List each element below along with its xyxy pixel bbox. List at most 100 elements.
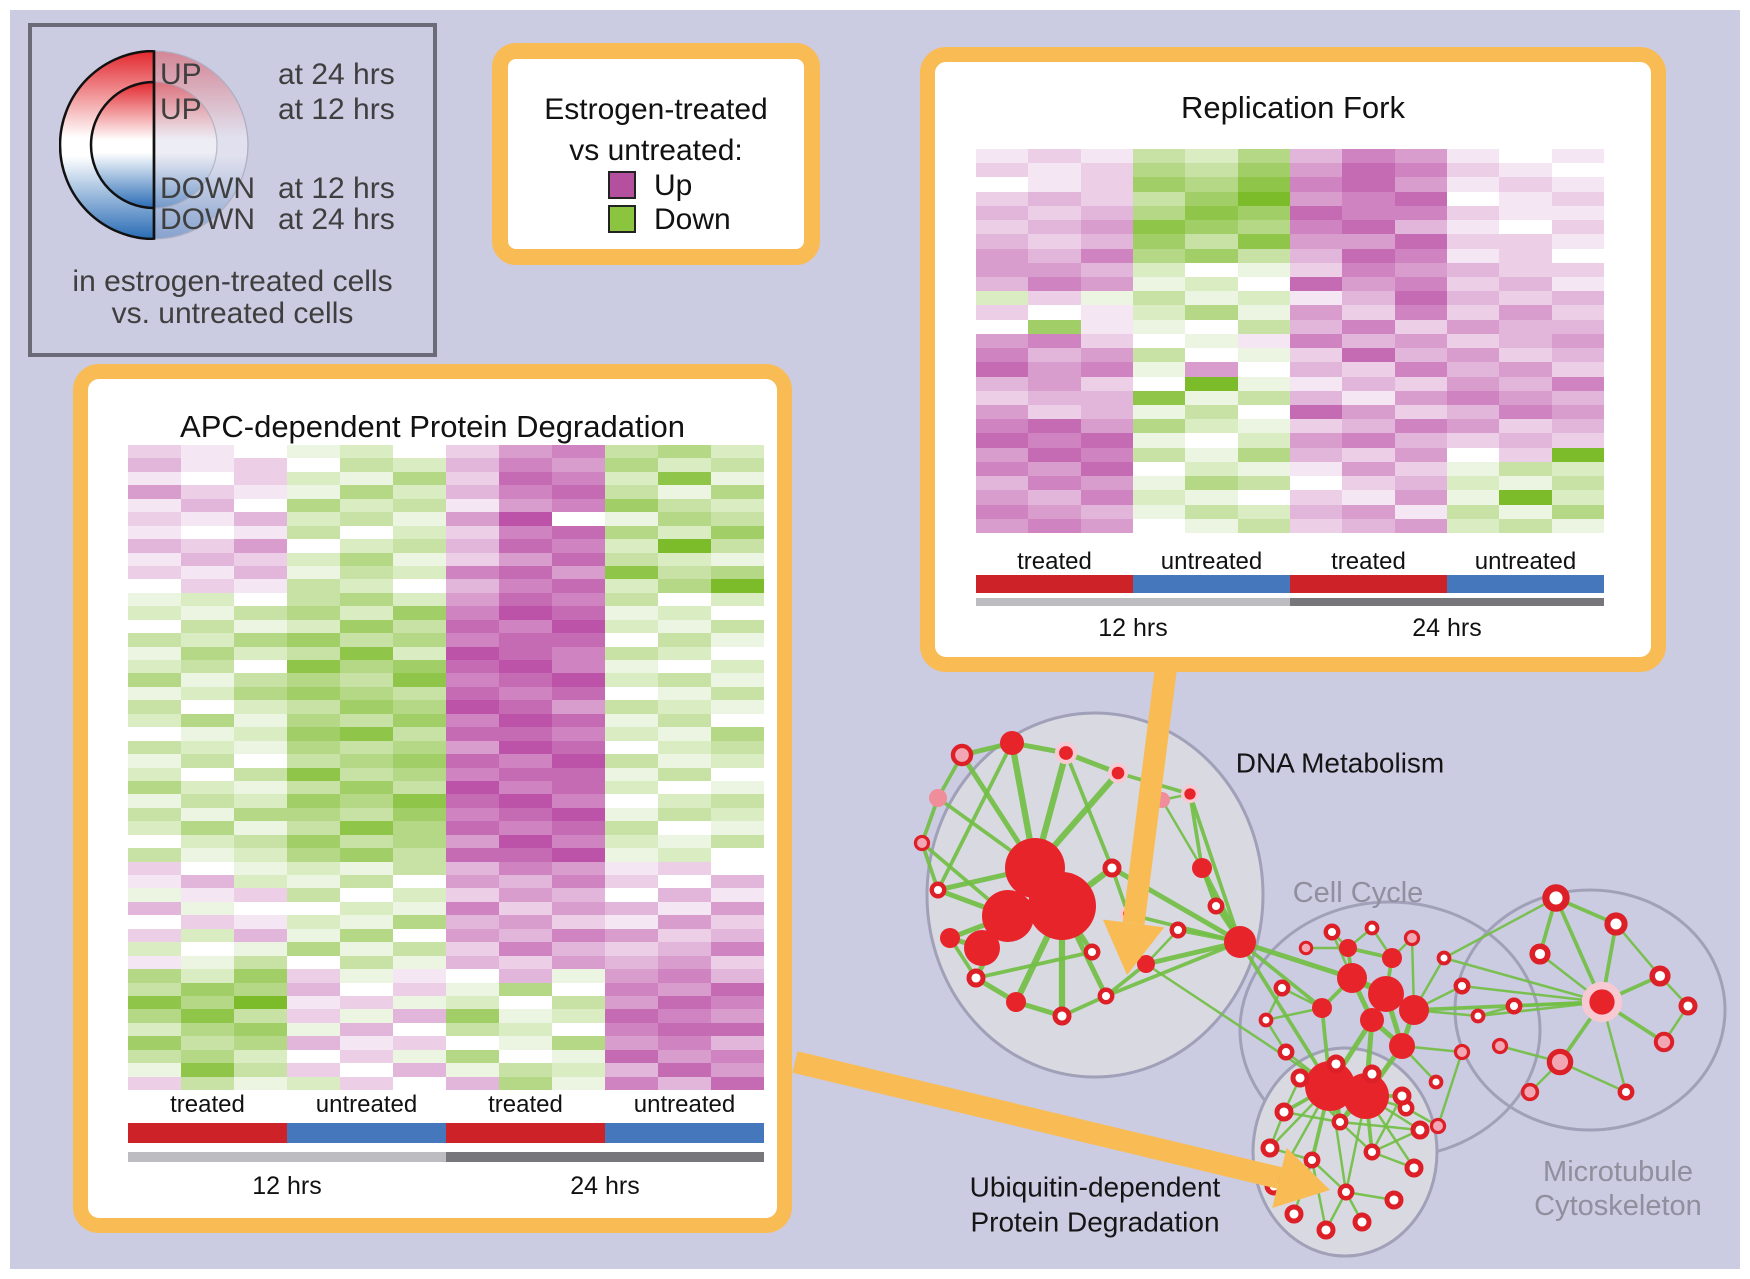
heatmap-cell bbox=[711, 969, 764, 983]
heatmap-cell bbox=[605, 942, 658, 956]
legend-footer-line1: in estrogen-treated cells bbox=[72, 265, 393, 298]
heatmap-cell bbox=[128, 767, 181, 781]
network-node bbox=[1326, 1054, 1346, 1074]
heatmap-cell bbox=[128, 834, 181, 849]
heatmap-cell bbox=[287, 471, 340, 486]
heatmap-cell bbox=[1446, 319, 1500, 334]
heatmap-cell bbox=[1289, 277, 1343, 292]
heatmap-cell bbox=[499, 660, 552, 674]
heatmap-cell bbox=[1499, 234, 1552, 249]
heatmap-cell bbox=[1499, 277, 1552, 292]
arrow-shaft-replication-fork-to-dna bbox=[1122, 666, 1177, 925]
heatmap-cell bbox=[1394, 248, 1447, 263]
heatmap-cell bbox=[1342, 405, 1395, 420]
heatmap-cell bbox=[1342, 490, 1395, 505]
heatmap-cell bbox=[658, 807, 711, 822]
heatmap-cell bbox=[711, 592, 764, 607]
heatmap-cell bbox=[181, 700, 234, 714]
heatmap-cell bbox=[234, 1022, 287, 1037]
heatmap-cell bbox=[711, 606, 764, 620]
apc-heatmap bbox=[128, 445, 764, 1090]
heatmap-cell bbox=[287, 942, 340, 956]
heatmap-cell bbox=[128, 794, 181, 808]
heatmap-cell bbox=[1499, 262, 1552, 277]
heatmap-cell bbox=[711, 1022, 764, 1037]
heatmap-cell bbox=[1289, 419, 1343, 434]
heatmap-cell bbox=[499, 955, 552, 970]
heatmap-cell bbox=[658, 633, 711, 647]
heatmap-cell bbox=[605, 713, 658, 728]
heatmap-cell bbox=[605, 579, 658, 593]
heatmap-cell bbox=[1394, 419, 1447, 434]
inner-ring-right-half bbox=[153, 81, 218, 209]
heatmap-cell bbox=[1185, 205, 1238, 221]
heatmap-cell bbox=[605, 660, 658, 674]
heatmap-cell bbox=[976, 518, 1029, 533]
heatmap-cell bbox=[234, 633, 287, 647]
heatmap-cell bbox=[1028, 248, 1081, 263]
heatmap-cell bbox=[181, 982, 234, 996]
heatmap-cell bbox=[1185, 177, 1238, 192]
heatmap-cell bbox=[340, 471, 393, 486]
network-node bbox=[1453, 977, 1471, 995]
network-edge bbox=[1188, 793, 1242, 943]
heatmap-cell bbox=[128, 619, 181, 634]
heatmap-cell bbox=[1080, 220, 1133, 235]
heatmap-cell bbox=[181, 633, 234, 647]
heatmap-cell bbox=[1394, 433, 1447, 448]
heatmap-cell bbox=[234, 471, 287, 486]
heatmap-cell bbox=[340, 445, 393, 459]
heatmap-cell bbox=[1551, 419, 1604, 434]
heatmap-cell bbox=[711, 875, 764, 889]
heatmap-cell bbox=[446, 525, 499, 540]
heatmap-cell bbox=[234, 740, 287, 755]
network-node bbox=[1343, 1073, 1389, 1119]
heatmap-cell bbox=[446, 834, 499, 849]
heatmap-cell bbox=[1446, 476, 1500, 491]
heatmap-cell bbox=[711, 525, 764, 540]
heatmap-cell bbox=[552, 861, 605, 875]
heatmap-cell bbox=[552, 498, 605, 513]
heatmap-cell bbox=[1237, 490, 1290, 505]
heatmap-cell bbox=[234, 646, 287, 660]
heatmap-cell bbox=[1342, 362, 1395, 377]
heatmap-cell bbox=[1551, 348, 1604, 363]
heatmap-cell bbox=[393, 727, 446, 741]
heatmap-cell bbox=[128, 565, 181, 580]
heatmap-cell bbox=[552, 780, 605, 795]
heatmap-cell bbox=[446, 646, 499, 660]
heatmap-cell bbox=[446, 512, 499, 526]
heatmap-cell bbox=[976, 461, 1029, 477]
heatmap-cell bbox=[181, 780, 234, 795]
heatmap-cell bbox=[1342, 504, 1395, 519]
network-node bbox=[1258, 1012, 1274, 1028]
network-node bbox=[1207, 897, 1225, 915]
heatmap-cell bbox=[234, 485, 287, 499]
heatmap-cell bbox=[1132, 319, 1186, 334]
heatmap-cell bbox=[499, 888, 552, 902]
heatmap-cell bbox=[1132, 419, 1186, 434]
heatmap-cell bbox=[976, 177, 1029, 192]
heatmap-cell bbox=[181, 471, 234, 486]
network-node bbox=[1006, 992, 1026, 1012]
heatmap-cell bbox=[1551, 362, 1604, 377]
heatmap-cell bbox=[1237, 205, 1290, 221]
heatmap-cell bbox=[552, 1036, 605, 1050]
heatmap-cell bbox=[446, 498, 499, 513]
heatmap-cell bbox=[499, 969, 552, 983]
network-edge bbox=[1188, 793, 1204, 869]
heatmap-cell bbox=[1551, 433, 1604, 448]
heatmap-cell bbox=[1132, 205, 1186, 221]
heatmap-cell bbox=[446, 969, 499, 983]
heatmap-cell bbox=[1551, 163, 1604, 178]
heatmap-cell bbox=[1446, 333, 1500, 349]
heatmap-cell bbox=[393, 982, 446, 996]
network-node bbox=[1529, 943, 1551, 965]
heatmap-cell bbox=[446, 807, 499, 822]
heatmap-cell bbox=[181, 915, 234, 929]
heatmap-cell bbox=[1080, 163, 1133, 178]
heatmap-cell bbox=[287, 740, 340, 755]
heatmap-cell bbox=[1289, 191, 1343, 206]
heatmap-cell bbox=[1394, 390, 1447, 405]
heatmap-cell bbox=[340, 1022, 393, 1037]
